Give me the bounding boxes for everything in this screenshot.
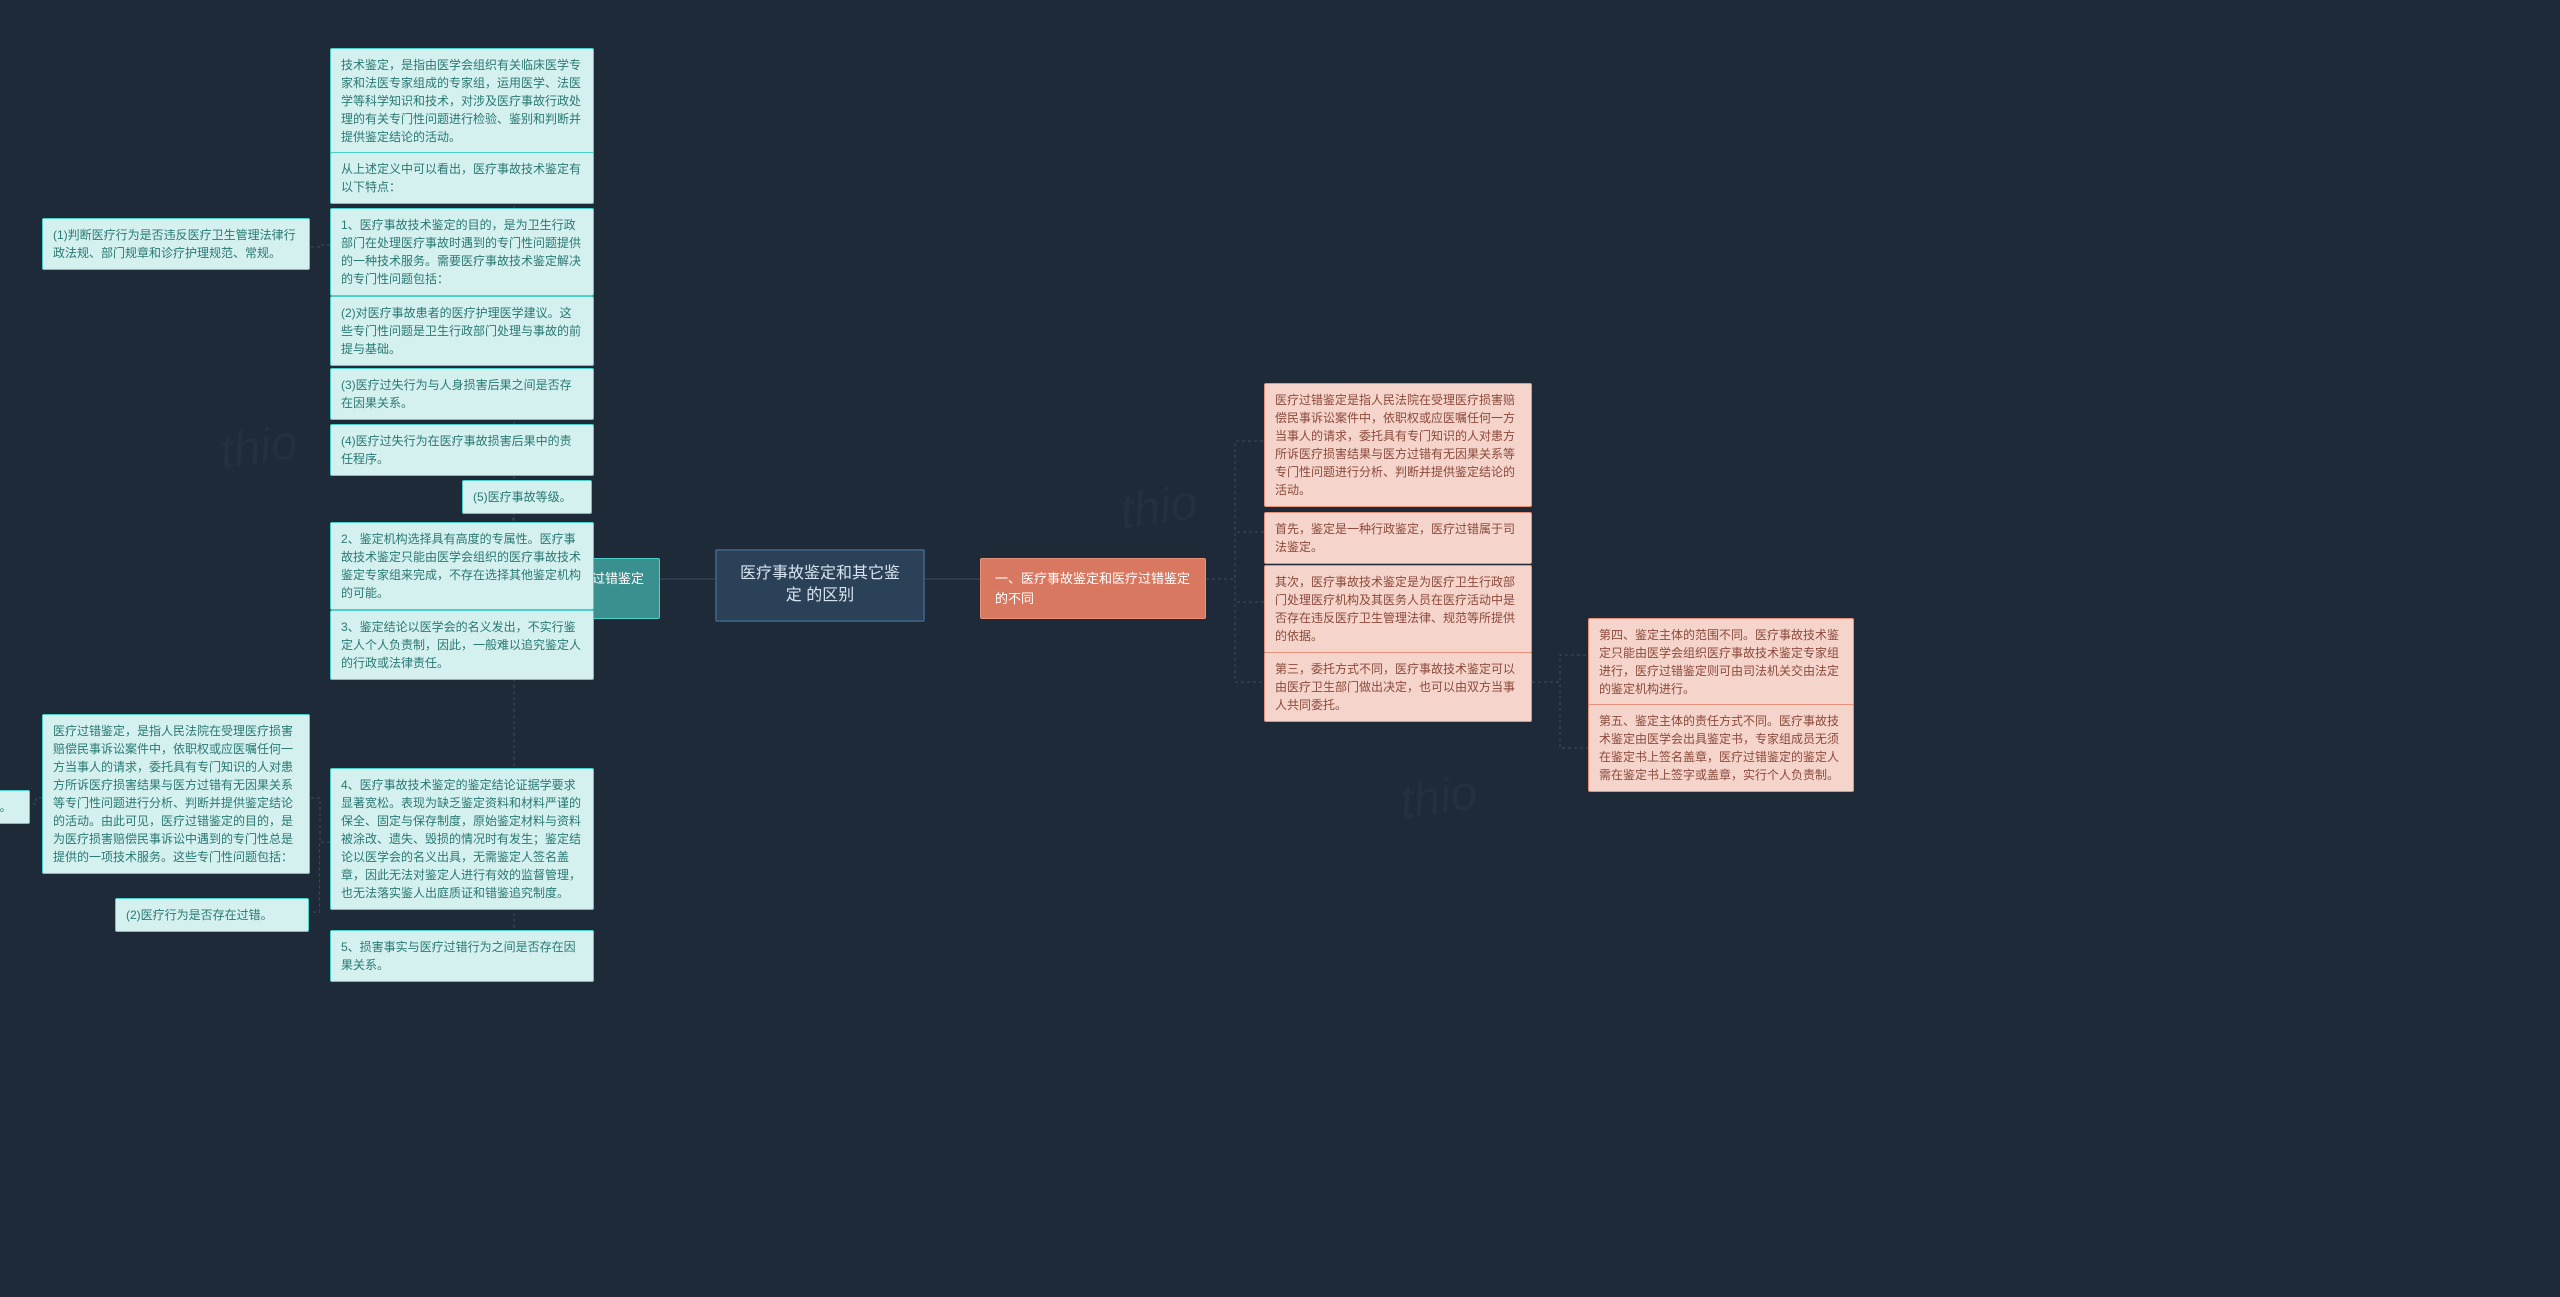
node-r42: 第五、鉴定主体的责任方式不同。医疗事故技术鉴定由医学会出具鉴定书，专家组成员无须…	[1588, 704, 1854, 792]
node-l4: (2)对医疗事故患者的医疗护理医学建议。这些专门性问题是卫生行政部门处理与事故的…	[330, 296, 594, 366]
node-l11: 5、损害事实与医疗过错行为之间是否存在因果关系。	[330, 930, 594, 982]
node-l8: 2、鉴定机构选择具有高度的专属性。医疗事故技术鉴定只能由医学会组织的医疗事故技术…	[330, 522, 594, 610]
node-l101: 医疗过错鉴定，是指人民法院在受理医疗损害赔偿民事诉讼案件中，依职权或应医嘱任何一…	[42, 714, 310, 874]
node-r2: 首先，鉴定是一种行政鉴定，医疗过错属于司法鉴定。	[1264, 512, 1532, 564]
node-l31: (1)判断医疗行为是否违反医疗卫生管理法律行政法规、部门规章和诊疗护理规范、常规…	[42, 218, 310, 270]
node-l7: (5)医疗事故等级。	[462, 480, 592, 514]
node-l102: (2)医疗行为是否存在过错。	[115, 898, 309, 932]
node-r1: 医疗过错鉴定是指人民法院在受理医疗损害赔偿民事诉讼案件中，依职权或应医嘱任何一方…	[1264, 383, 1532, 507]
node-l1011: (1)是否存在损害事实。	[0, 790, 30, 824]
node-l3: 1、医疗事故技术鉴定的目的，是为卫生行政部门在处理医疗事故时遇到的专门性问题提供…	[330, 208, 594, 296]
node-l5: (3)医疗过失行为与人身损害后果之间是否存在因果关系。	[330, 368, 594, 420]
node-l6: (4)医疗过失行为在医疗事故损害后果中的责任程序。	[330, 424, 594, 476]
node-l1: 技术鉴定，是指由医学会组织有关临床医学专家和法医专家组成的专家组，运用医学、法医…	[330, 48, 594, 154]
node-r4: 第三，委托方式不同，医疗事故技术鉴定可以由医疗卫生部门做出决定，也可以由双方当事…	[1264, 652, 1532, 722]
node-r3: 其次，医疗事故技术鉴定是为医疗卫生行政部门处理医疗机构及其医务人员在医疗活动中是…	[1264, 565, 1532, 653]
node-r41: 第四、鉴定主体的范围不同。医疗事故技术鉴定只能由医学会组织医疗事故技术鉴定专家组…	[1588, 618, 1854, 706]
node-l2: 从上述定义中可以看出，医疗事故技术鉴定有以下特点：	[330, 152, 594, 204]
node-l10: 4、医疗事故技术鉴定的鉴定结论证据学要求显著宽松。表现为缺乏鉴定资料和材料严谨的…	[330, 768, 594, 910]
root-node: 医疗事故鉴定和其它鉴定 的区别	[715, 549, 925, 622]
node-l9: 3、鉴定结论以医学会的名义发出，不实行鉴定人个人负责制，因此，一般难以追究鉴定人…	[330, 610, 594, 680]
branch-right: 一、医疗事故鉴定和医疗过错鉴定 的不同	[980, 558, 1206, 619]
